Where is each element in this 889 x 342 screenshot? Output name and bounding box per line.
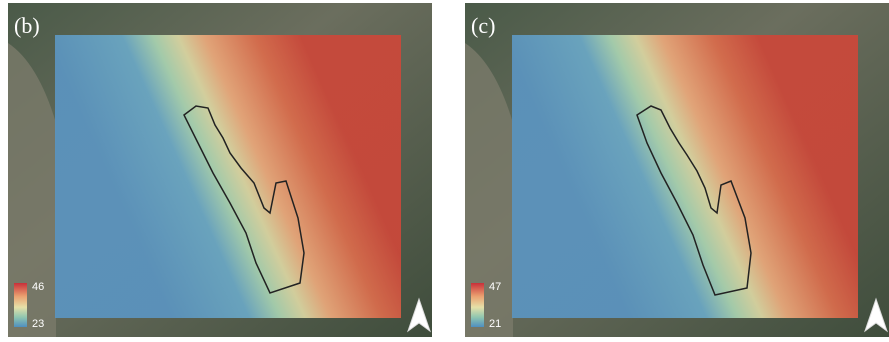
colorbar-max: 47 xyxy=(489,281,501,293)
map-panel: (c) 47 21 xyxy=(465,3,889,337)
colorbar-min: 21 xyxy=(489,318,501,330)
heatmap xyxy=(512,35,858,318)
figure: (b) 46 23 (c) 47 21 xyxy=(0,0,889,342)
colorbar xyxy=(471,283,484,327)
panel-label: (c) xyxy=(471,13,495,38)
map-panel: (b) 46 23 xyxy=(8,3,432,337)
panel-label: (b) xyxy=(14,13,40,38)
heatmap xyxy=(55,35,401,318)
colorbar-min: 23 xyxy=(32,318,44,330)
colorbar-max: 46 xyxy=(32,281,44,293)
page: (b)4623(c)4721 (() => { const data = JSO… xyxy=(0,0,889,342)
colorbar xyxy=(14,283,27,327)
